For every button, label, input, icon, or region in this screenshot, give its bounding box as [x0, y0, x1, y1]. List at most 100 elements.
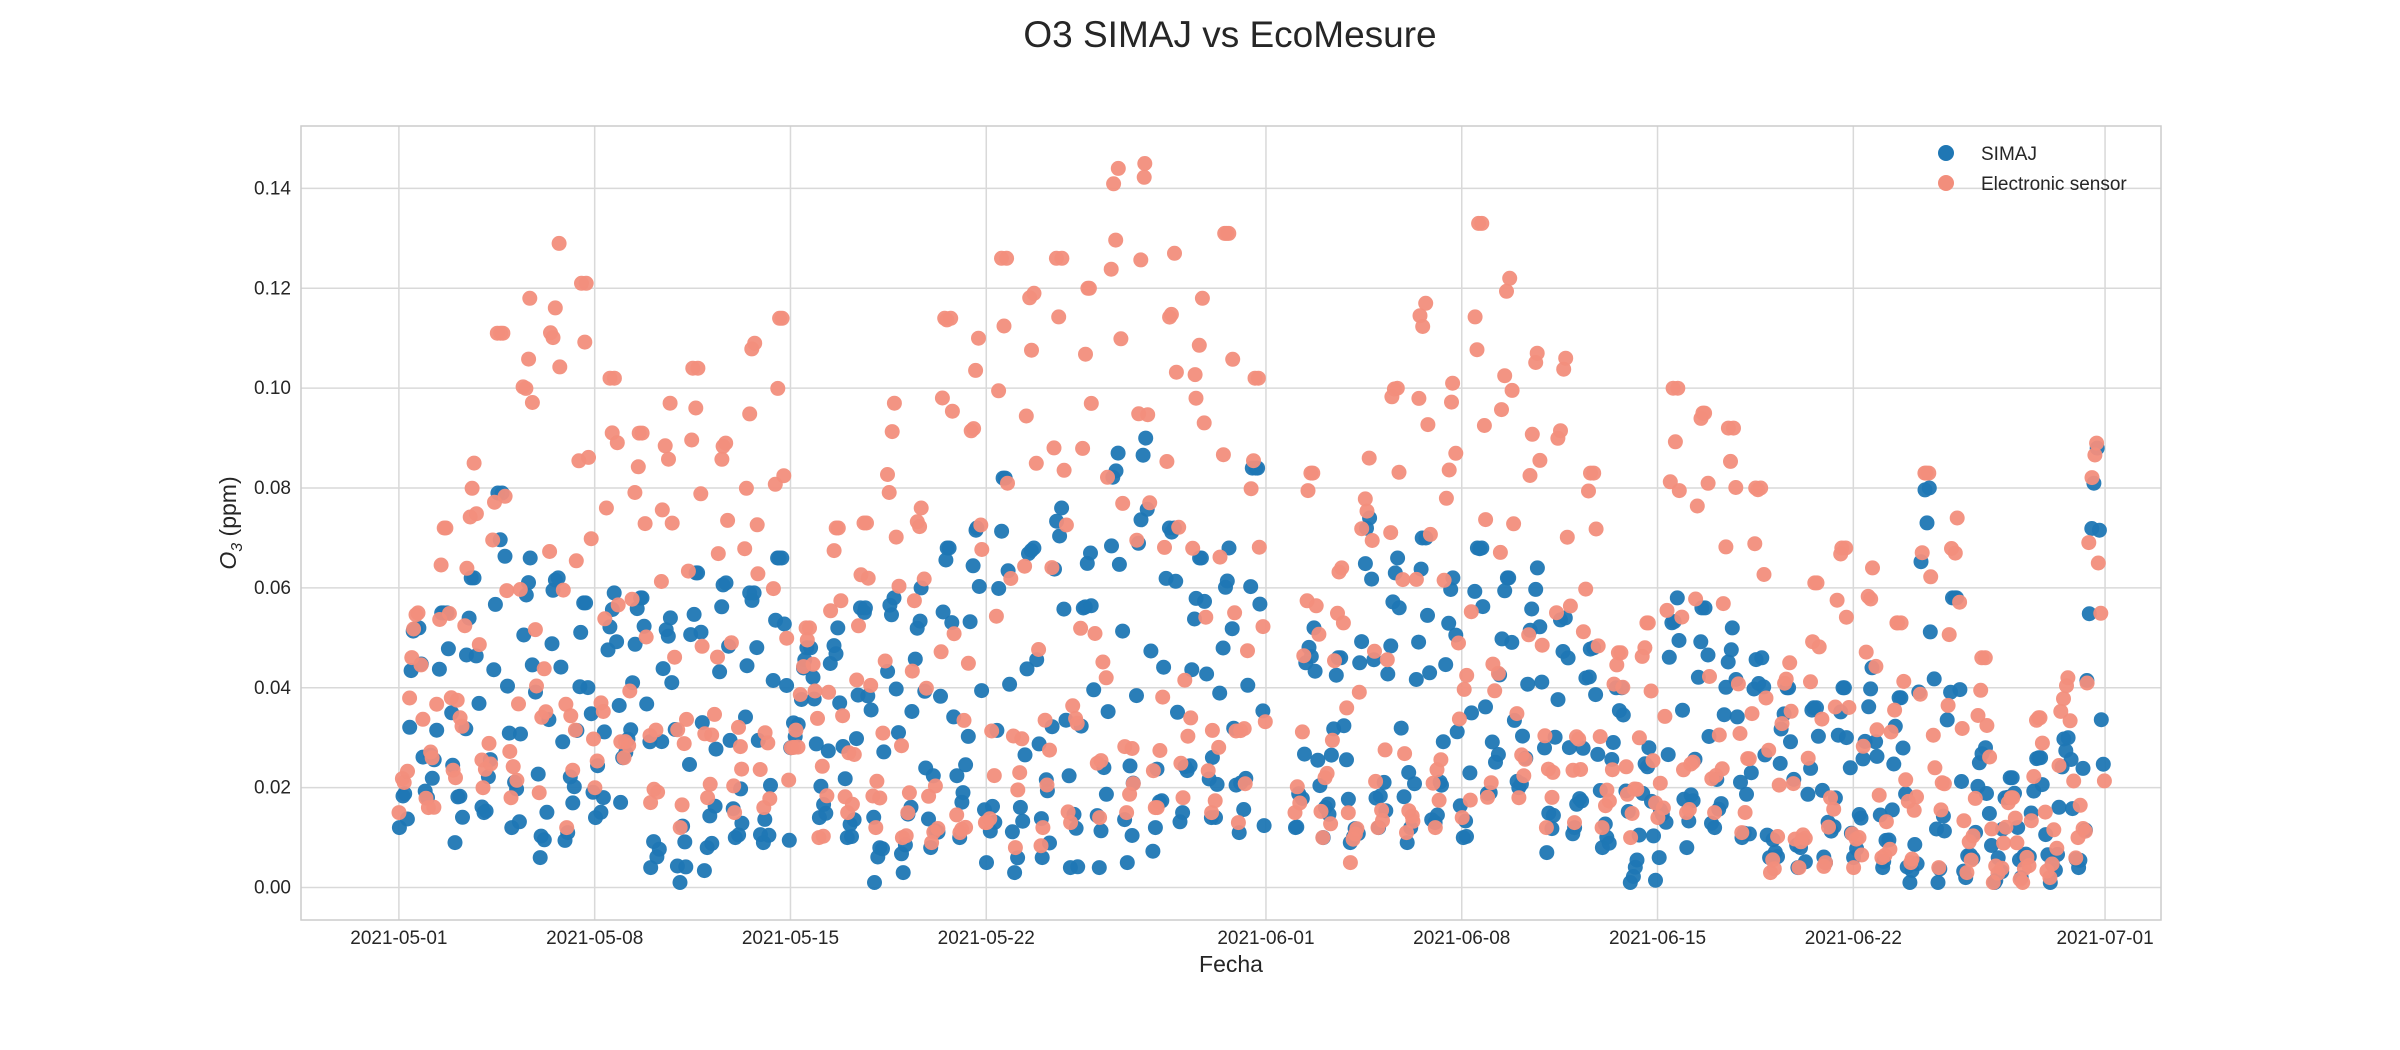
data-point [1042, 742, 1057, 758]
data-point [1936, 823, 1952, 839]
data-point [1952, 682, 1968, 698]
data-point [529, 678, 544, 694]
data-point [1310, 752, 1326, 768]
data-point [1383, 525, 1399, 541]
data-point [1476, 418, 1492, 433]
chart-title: O3 SIMAJ vs EcoMesure [1023, 14, 1436, 55]
data-point [1075, 440, 1091, 456]
data-point [1397, 746, 1413, 762]
data-point [1545, 764, 1561, 780]
data-point [501, 725, 517, 741]
data-point [1923, 569, 1939, 585]
data-point [1438, 657, 1454, 673]
data-point [1723, 642, 1739, 658]
data-point [1487, 683, 1503, 699]
data-point [1004, 824, 1020, 840]
data-point [502, 744, 518, 759]
data-point [1868, 734, 1884, 750]
data-point [1484, 734, 1500, 750]
data-point [1884, 802, 1900, 818]
data-point [1846, 860, 1862, 876]
data-point [429, 722, 445, 738]
data-point [1883, 724, 1899, 740]
data-point [1887, 702, 1903, 718]
data-point [624, 591, 640, 607]
data-point [1354, 521, 1370, 537]
data-point [1855, 751, 1871, 767]
y-tick-label: 0.14 [254, 178, 291, 199]
data-point [904, 704, 920, 719]
legend-marker-simaj [1938, 145, 1954, 161]
data-point [577, 334, 593, 350]
data-point [555, 734, 571, 750]
data-point [849, 731, 864, 747]
data-point [598, 500, 614, 516]
data-point [1364, 533, 1380, 548]
data-point [1200, 763, 1216, 779]
data-point [1193, 550, 1209, 566]
data-point [747, 335, 763, 351]
data-point [1411, 634, 1427, 650]
data-point [821, 684, 837, 700]
data-point [1734, 825, 1750, 841]
data-point [1000, 475, 1015, 491]
data-point [881, 485, 897, 500]
data-point [688, 400, 704, 416]
data-point [1135, 447, 1151, 463]
data-point [578, 275, 594, 291]
data-point [1756, 567, 1772, 582]
data-point [1996, 835, 2012, 851]
data-point [1449, 724, 1465, 740]
data-point [1707, 805, 1723, 821]
series-electronic-sensor [391, 156, 2112, 890]
data-point [1018, 408, 1034, 424]
data-point [1941, 627, 1957, 643]
data-point [927, 778, 943, 794]
data-point [2009, 835, 2025, 851]
data-point [1744, 706, 1760, 722]
data-point [1349, 821, 1365, 837]
data-point [1433, 752, 1449, 768]
data-point [1441, 615, 1457, 631]
data-point [2079, 675, 2095, 691]
data-point [597, 611, 613, 627]
data-point [1215, 640, 1231, 656]
data-point [1688, 591, 1704, 607]
data-point [1967, 790, 1983, 806]
data-point [1532, 452, 1548, 468]
data-point [1113, 331, 1129, 347]
legend: SIMAJ Electronic sensor [1938, 144, 2127, 195]
data-point [762, 791, 778, 807]
data-point [1747, 536, 1763, 552]
data-point [999, 250, 1015, 266]
data-point [1017, 747, 1033, 763]
data-point [471, 695, 487, 711]
data-point [680, 563, 696, 579]
data-point [2062, 713, 2078, 729]
data-point [1984, 838, 1999, 853]
data-point [1965, 828, 1981, 844]
data-point [2004, 770, 2020, 786]
data-point [475, 780, 491, 796]
data-point [1640, 615, 1656, 631]
data-point [1156, 659, 1172, 675]
data-point [933, 688, 948, 704]
data-point [805, 656, 821, 672]
data-point [1977, 650, 1993, 666]
y-tick-label: 0.02 [254, 778, 291, 799]
data-point [1087, 626, 1103, 641]
data-point [1501, 570, 1517, 586]
data-point [880, 467, 895, 482]
data-point [1766, 861, 1782, 877]
data-point [1637, 640, 1653, 656]
data-point [921, 811, 936, 827]
data-point [732, 739, 748, 755]
data-point [1361, 450, 1377, 466]
data-point [1420, 607, 1435, 623]
data-point [518, 380, 534, 396]
data-point [1422, 665, 1438, 681]
data-point [2015, 875, 2031, 890]
data-point [1149, 800, 1165, 816]
data-point [2081, 535, 2097, 551]
data-point [1921, 465, 1937, 481]
